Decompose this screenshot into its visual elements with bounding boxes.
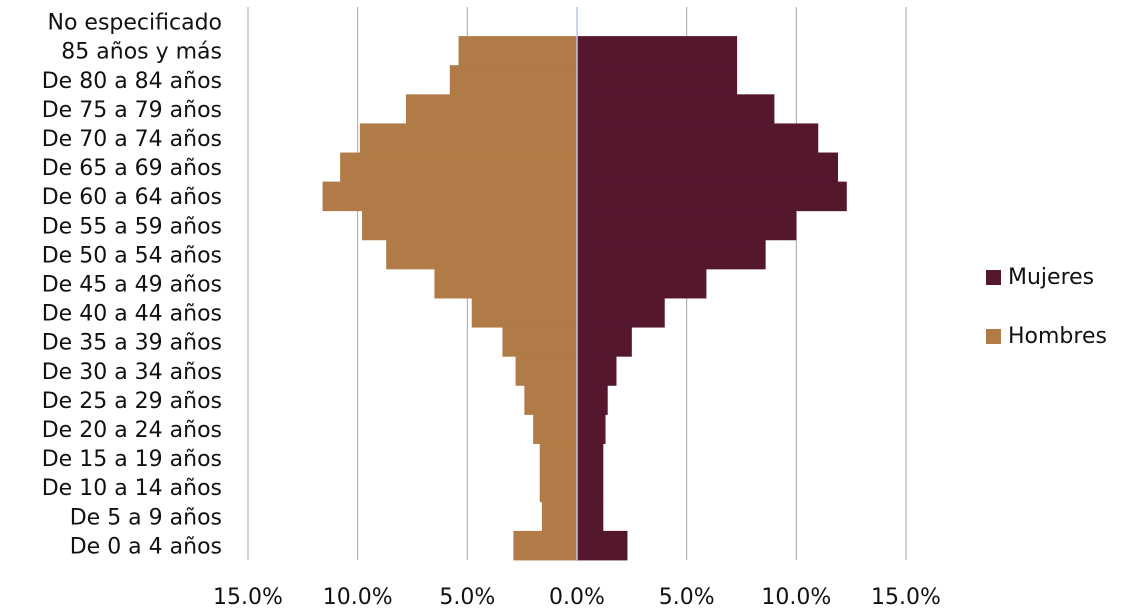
category-label: De 25 a 29 años <box>42 389 222 414</box>
category-label: De 70 a 74 años <box>42 127 222 152</box>
category-label: De 40 a 44 años <box>42 302 222 327</box>
bar-mujeres-13 <box>577 152 839 183</box>
legend: Mujeres Hombres <box>986 262 1107 380</box>
x-tick-label: 10.0% <box>761 585 831 609</box>
category-label: No especificado <box>48 11 222 36</box>
category-label: 85 años y más <box>61 40 222 65</box>
bars-hombres <box>322 36 577 561</box>
bar-hombres-9 <box>434 268 577 299</box>
category-label: De 5 a 9 años <box>70 505 222 530</box>
bar-mujeres-5 <box>577 385 608 415</box>
bar-mujeres-17 <box>577 36 738 66</box>
bar-hombres-1 <box>541 501 577 532</box>
bar-hombres-13 <box>340 152 577 183</box>
category-labels: De 0 a 4 años De 5 a 9 años De 10 a 14 año… <box>42 11 222 560</box>
bar-mujeres-9 <box>577 268 707 299</box>
bar-hombres-6 <box>515 356 577 386</box>
bar-hombres-0 <box>513 530 577 561</box>
legend-label-mujeres: Mujeres <box>1008 264 1095 290</box>
x-tick-label: 5.0% <box>439 585 495 609</box>
legend-swatch-mujeres <box>986 269 1001 285</box>
bar-hombres-2 <box>539 472 577 503</box>
bar-mujeres-3 <box>577 443 604 474</box>
category-label: De 50 a 54 años <box>42 243 222 268</box>
bar-hombres-3 <box>539 443 577 474</box>
bar-mujeres-4 <box>577 414 606 444</box>
category-label: De 20 a 24 años <box>42 418 222 443</box>
category-label: De 45 a 49 años <box>42 273 222 298</box>
category-label: De 30 a 34 años <box>42 360 222 385</box>
category-label: De 75 a 79 años <box>42 98 222 123</box>
bar-hombres-5 <box>524 385 577 415</box>
category-label: De 80 a 84 años <box>42 69 222 94</box>
bar-hombres-8 <box>471 298 577 328</box>
bar-mujeres-11 <box>577 210 797 241</box>
category-label: De 35 a 39 años <box>42 331 222 356</box>
x-tick-label: 10.0% <box>323 585 393 609</box>
legend-item-hombres: Hombres <box>986 321 1107 351</box>
category-label: De 10 a 14 años <box>42 476 222 501</box>
bar-mujeres-10 <box>577 239 766 270</box>
bar-hombres-11 <box>362 210 577 241</box>
category-label: De 65 a 69 años <box>42 156 222 181</box>
category-label: De 55 a 59 años <box>42 214 222 239</box>
bar-hombres-17 <box>458 36 577 66</box>
bar-hombres-7 <box>502 327 577 357</box>
bar-mujeres-14 <box>577 123 819 153</box>
category-label: De 60 a 64 años <box>42 185 222 210</box>
legend-swatch-hombres <box>986 328 1001 344</box>
bar-hombres-10 <box>386 239 577 270</box>
bar-hombres-12 <box>322 181 577 212</box>
bar-mujeres-8 <box>577 298 665 328</box>
bar-mujeres-7 <box>577 327 632 357</box>
legend-label-hombres: Hombres <box>1008 323 1107 349</box>
bar-mujeres-6 <box>577 356 617 386</box>
bar-mujeres-16 <box>577 65 738 95</box>
x-tick-labels: 15.0% 10.0% 5.0% 0.0% 5.0% 10.0% 15.0% <box>213 585 941 609</box>
bar-hombres-16 <box>449 65 577 95</box>
legend-item-mujeres: Mujeres <box>986 262 1107 292</box>
bar-mujeres-1 <box>577 501 604 532</box>
category-label: De 15 a 19 años <box>42 447 222 472</box>
bars-mujeres <box>577 36 847 561</box>
x-tick-label: 15.0% <box>871 585 941 609</box>
bar-mujeres-0 <box>577 530 628 561</box>
bar-hombres-14 <box>359 123 577 153</box>
bar-hombres-15 <box>405 94 577 124</box>
bar-mujeres-12 <box>577 181 847 212</box>
bar-mujeres-2 <box>577 472 604 503</box>
bar-mujeres-15 <box>577 94 775 124</box>
x-tick-label: 5.0% <box>659 585 715 609</box>
x-tick-label: 15.0% <box>213 585 283 609</box>
category-label: De 0 a 4 años <box>70 534 222 559</box>
x-tick-label: 0.0% <box>549 585 605 609</box>
bar-hombres-4 <box>533 414 577 444</box>
